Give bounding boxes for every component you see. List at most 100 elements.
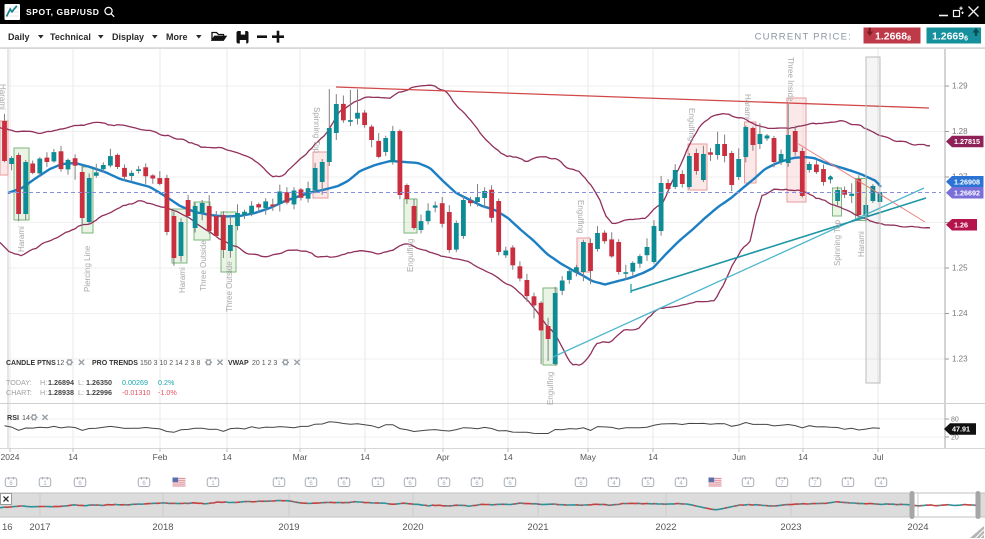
svg-text:2021: 2021	[527, 522, 548, 533]
svg-text:1.28: 1.28	[952, 127, 968, 136]
svg-text:-1.0%: -1.0%	[158, 388, 177, 397]
svg-text:6: 6	[78, 481, 82, 487]
svg-text:Piercing Line: Piercing Line	[83, 245, 92, 292]
svg-text:6: 6	[508, 481, 512, 487]
svg-text:1.26688: 1.26688	[875, 31, 911, 43]
svg-text:2022: 2022	[655, 522, 676, 533]
svg-text:1: 1	[211, 481, 215, 487]
svg-text:1.26: 1.26	[954, 220, 968, 229]
svg-text:-0.01310: -0.01310	[122, 388, 150, 397]
svg-text:2017: 2017	[29, 522, 50, 533]
svg-text:1: 1	[846, 481, 850, 487]
svg-text:16: 16	[2, 522, 13, 533]
svg-text:Display: Display	[112, 32, 144, 42]
svg-text:TODAY:: TODAY:	[6, 378, 32, 387]
svg-text:H:: H:	[40, 378, 47, 387]
svg-text:Spinning Top: Spinning Top	[312, 107, 321, 154]
svg-text:Daily: Daily	[8, 32, 30, 42]
svg-text:L:: L:	[78, 378, 84, 387]
svg-text:1.24: 1.24	[952, 309, 968, 318]
svg-text:47.91: 47.91	[952, 425, 970, 434]
svg-text:1.28938: 1.28938	[48, 388, 74, 397]
svg-text:1.23: 1.23	[952, 355, 968, 364]
svg-text:Three Outside: Three Outside	[225, 261, 234, 312]
svg-text:H:: H:	[40, 388, 47, 397]
svg-text:1.26894: 1.26894	[48, 378, 74, 387]
svg-text:More: More	[166, 32, 188, 42]
svg-text:12: 12	[57, 360, 65, 367]
svg-text:14: 14	[798, 452, 808, 462]
svg-text:Mar: Mar	[293, 452, 308, 462]
svg-text:Three Outside: Three Outside	[199, 240, 208, 291]
svg-text:1.22996: 1.22996	[86, 388, 112, 397]
svg-text:6: 6	[579, 481, 583, 487]
svg-text:6: 6	[442, 481, 446, 487]
svg-text:6: 6	[142, 481, 146, 487]
svg-text:Jun: Jun	[732, 452, 746, 462]
svg-text:VWAP: VWAP	[228, 360, 249, 367]
svg-text:20: 20	[951, 435, 959, 442]
svg-text:1.29: 1.29	[952, 82, 968, 91]
svg-text:150 3 10 2 14 2 3 8: 150 3 10 2 14 2 3 8	[140, 360, 200, 367]
svg-text:14: 14	[648, 452, 658, 462]
svg-text:Technical: Technical	[50, 32, 91, 42]
svg-text:80: 80	[951, 417, 959, 424]
svg-text:Engulfing: Engulfing	[687, 108, 696, 141]
svg-text:0.00269: 0.00269	[122, 378, 148, 387]
svg-text:1: 1	[277, 481, 281, 487]
svg-text:CURRENT PRICE:: CURRENT PRICE:	[755, 32, 852, 43]
svg-text:Engulfing: Engulfing	[406, 239, 415, 272]
svg-text:1.26908: 1.26908	[954, 177, 980, 186]
svg-text:14: 14	[222, 452, 232, 462]
svg-text:7: 7	[780, 481, 784, 487]
svg-text:Harami: Harami	[17, 226, 26, 252]
svg-text:Apr: Apr	[436, 452, 449, 462]
svg-text:Feb: Feb	[153, 452, 168, 462]
svg-text:Harami: Harami	[178, 267, 187, 293]
svg-text:Harami: Harami	[743, 94, 752, 120]
svg-text:1.25: 1.25	[952, 264, 968, 273]
svg-text:2019: 2019	[278, 522, 299, 533]
svg-text:6: 6	[309, 481, 313, 487]
svg-text:SPOT, GBP/USD: SPOT, GBP/USD	[26, 7, 99, 17]
svg-text:Harami: Harami	[857, 231, 866, 257]
svg-text:Engulfing: Engulfing	[546, 372, 555, 405]
svg-text:20 1 2 3: 20 1 2 3	[252, 360, 277, 367]
svg-text:Harami: Harami	[0, 84, 7, 110]
svg-text:6: 6	[408, 481, 412, 487]
svg-text:7: 7	[813, 481, 817, 487]
svg-text:14: 14	[22, 413, 30, 422]
svg-text:1: 1	[43, 481, 47, 487]
svg-text:CANDLE PTNS: CANDLE PTNS	[6, 360, 56, 367]
svg-text:1.26692: 1.26692	[954, 189, 980, 198]
svg-text:14: 14	[68, 452, 78, 462]
svg-text:4: 4	[746, 481, 750, 487]
svg-text:May: May	[580, 452, 597, 462]
svg-text:1.26696: 1.26696	[932, 31, 968, 43]
svg-text:2024: 2024	[1, 452, 20, 462]
svg-text:Jul: Jul	[873, 452, 884, 462]
svg-text:14: 14	[503, 452, 513, 462]
svg-text:1.27815: 1.27815	[954, 137, 980, 146]
svg-text:6: 6	[342, 481, 346, 487]
svg-text:2023: 2023	[780, 522, 801, 533]
svg-text:Engulfing: Engulfing	[576, 200, 585, 233]
svg-text:2024: 2024	[907, 522, 928, 533]
svg-text:CHART:: CHART:	[6, 388, 32, 397]
svg-text:4: 4	[612, 481, 616, 487]
svg-text:5: 5	[646, 481, 650, 487]
svg-text:Spinning Top: Spinning Top	[833, 219, 842, 266]
svg-text:1.26350: 1.26350	[86, 378, 112, 387]
svg-text:4: 4	[879, 481, 883, 487]
svg-text:2020: 2020	[402, 522, 423, 533]
svg-text:1: 1	[376, 481, 380, 487]
svg-text:6: 6	[9, 481, 13, 487]
svg-text:14: 14	[360, 452, 370, 462]
svg-text:6: 6	[475, 481, 479, 487]
svg-text:L:: L:	[78, 388, 84, 397]
svg-text:0.2%: 0.2%	[158, 378, 175, 387]
svg-text:PRO TRENDS: PRO TRENDS	[92, 360, 138, 367]
svg-text:4: 4	[679, 481, 683, 487]
svg-text:2018: 2018	[152, 522, 173, 533]
svg-text:RSI: RSI	[7, 413, 19, 422]
